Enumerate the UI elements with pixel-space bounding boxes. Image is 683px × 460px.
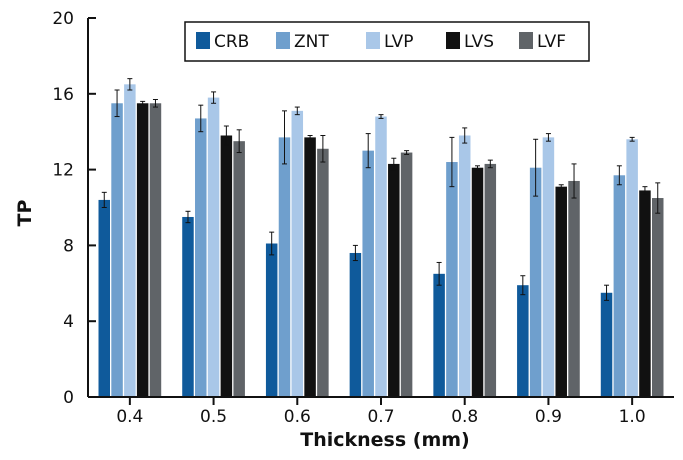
bar-crb <box>349 252 362 397</box>
bar-lvp <box>458 135 471 398</box>
bar-crb <box>433 273 445 397</box>
bars-group <box>98 78 664 398</box>
legend-label-lvf: LVF <box>537 32 566 52</box>
legend-label-crb: CRB <box>214 32 249 52</box>
bar-znt <box>529 167 542 397</box>
bar-znt <box>195 118 207 397</box>
bar-lvf <box>149 103 162 398</box>
axes: 0 4 8 12 16 20 0.4 0.5 0.6 0.7 0.8 0.9 1.0 <box>52 9 674 427</box>
bar-znt <box>111 103 123 398</box>
y-tick-label: 12 <box>52 161 74 181</box>
x-tick-label: 1.0 <box>619 407 646 427</box>
bar-lvp <box>124 84 136 397</box>
bar-znt <box>278 137 291 397</box>
bar-crb <box>265 243 278 397</box>
y-tick-label: 0 <box>63 388 74 408</box>
legend: CRB ZNT LVP LVS LVF <box>184 21 590 62</box>
bar-znt <box>362 150 374 397</box>
y-axis-label: TP <box>14 199 36 226</box>
bar-lvs <box>471 167 484 397</box>
x-tick-label: 0.8 <box>451 407 478 427</box>
x-tick-label: 0.5 <box>200 407 227 427</box>
x-axis-label: Thickness (mm) <box>300 429 470 451</box>
bar-lvs <box>555 186 567 397</box>
bar-lvf <box>233 141 245 397</box>
legend-label-lvs: LVS <box>464 32 494 52</box>
bar-lvp <box>207 97 220 397</box>
bar-lvf <box>484 163 497 397</box>
y-tick-label: 4 <box>63 312 74 332</box>
x-tick-label: 0.9 <box>535 407 562 427</box>
legend-label-znt: ZNT <box>294 32 329 52</box>
bar-lvf <box>400 152 413 397</box>
bar-lvp <box>375 116 387 397</box>
bar-lvf <box>317 148 329 397</box>
bar-lvf <box>651 198 664 397</box>
x-tick-label: 0.4 <box>116 407 143 427</box>
bar-crb <box>600 292 613 397</box>
bar-lvp <box>291 110 304 397</box>
x-tick-label: 0.6 <box>284 407 311 427</box>
bar-lvs <box>304 137 316 397</box>
legend-swatch-lvs <box>446 32 460 49</box>
legend-swatch-lvf <box>519 32 533 49</box>
bar-lvf <box>568 180 580 397</box>
legend-swatch-crb <box>196 32 210 49</box>
bar-znt <box>446 162 458 397</box>
legend-swatch-znt <box>276 32 290 49</box>
bar-lvp <box>626 139 638 397</box>
bar-crb <box>517 285 529 397</box>
y-tick-label: 20 <box>52 9 74 29</box>
bar-lvs <box>220 135 233 398</box>
bar-lvp <box>542 137 555 397</box>
y-tick-label: 8 <box>63 236 74 256</box>
bar-lvs <box>388 163 400 397</box>
bar-znt <box>613 175 626 397</box>
legend-swatch-lvp <box>366 32 380 49</box>
bar-crb <box>98 199 111 397</box>
bar-lvs <box>639 190 651 397</box>
x-tick-label: 0.7 <box>367 407 394 427</box>
bar-crb <box>182 216 194 397</box>
legend-label-lvp: LVP <box>384 32 413 52</box>
y-tick-label: 16 <box>52 85 74 105</box>
bar-lvs <box>136 103 149 398</box>
